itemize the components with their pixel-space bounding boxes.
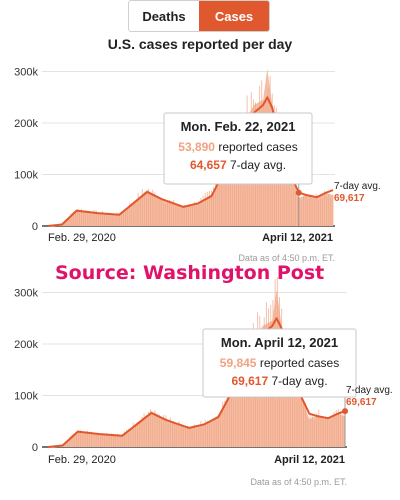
y-tick-label: 0: [32, 221, 38, 233]
end-avg-value: 69,617: [334, 193, 365, 204]
metric-toggle: Deaths Cases: [128, 0, 270, 32]
y-tick-label: 300k: [14, 288, 38, 300]
tooltip-box: [163, 112, 313, 185]
data-note: Data as of 4:50 p.m. ET.: [250, 477, 347, 487]
tooltip-reported-label: reported cases: [256, 356, 339, 370]
tooltip-date: Mon. April 12, 2021: [221, 335, 338, 350]
tooltip-reported: 53,890 reported cases: [178, 140, 297, 154]
y-tick-label: 0: [32, 442, 38, 454]
tooltip-avg-label: 7-day avg.: [268, 374, 327, 388]
tooltip-date: Mon. Feb. 22, 2021: [181, 119, 296, 134]
y-tick-label: 100k: [14, 391, 38, 403]
tooltip-reported-label: reported cases: [215, 140, 298, 154]
y-tick-label: 200k: [14, 339, 38, 351]
cases-chart-top: 0 100k 200k 300k Mon. Feb. 22, 2021 53,890 re…: [14, 67, 381, 264]
tooltip-reported: 59,845 reported cases: [220, 356, 339, 370]
x-tick-start: Feb. 29, 2020: [48, 454, 116, 466]
tab-cases[interactable]: Cases: [199, 1, 269, 31]
end-avg-label: 7-day avg.: [334, 181, 381, 192]
x-tick-end: April 12, 2021: [274, 454, 345, 466]
source-caption: Source: Washington Post: [55, 262, 325, 284]
y-tick-label: 200k: [14, 118, 38, 130]
tooltip-avg: 69,617 7-day avg.: [231, 374, 327, 388]
hover-point: [342, 408, 348, 415]
y-tick-label: 100k: [14, 170, 38, 182]
tooltip-box: [202, 328, 357, 398]
tooltip-reported-value: 59,845: [220, 356, 257, 370]
data-note: Data as of 4:50 p.m. ET.: [238, 253, 335, 263]
hover-point: [295, 189, 302, 196]
tooltip-avg-value: 69,617: [231, 374, 268, 388]
end-avg-label: 7-day avg.: [346, 385, 393, 396]
tooltip-avg-value: 64,657: [190, 158, 227, 172]
end-avg-value: 69,617: [346, 397, 377, 408]
tab-deaths[interactable]: Deaths: [142, 8, 186, 24]
tooltip-avg: 64,657 7-day avg.: [190, 158, 286, 172]
tooltip-avg-label: 7-day avg.: [227, 158, 286, 172]
cases-chart-bottom: 0 100k 200k 300k Mon. April 12, 2021 59,845 r…: [14, 277, 393, 487]
x-tick-start: Feb. 29, 2020: [48, 232, 116, 244]
chart-title: U.S. cases reported per day: [107, 36, 293, 52]
x-tick-end: April 12, 2021: [262, 232, 333, 244]
y-tick-label: 300k: [14, 67, 38, 79]
tooltip-reported-value: 53,890: [178, 140, 215, 154]
